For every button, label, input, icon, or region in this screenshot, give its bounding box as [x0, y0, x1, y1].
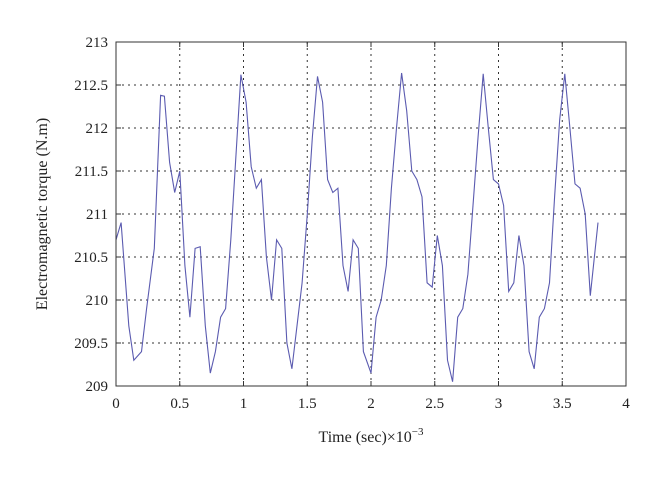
x-tick-label: 1	[240, 396, 248, 412]
x-axis-label: Time (sec)×10−3	[318, 426, 424, 446]
y-tick-label: 212	[86, 121, 109, 137]
y-tick-label: 212.5	[74, 78, 108, 94]
x-tick-label: 3.5	[553, 396, 572, 412]
y-tick-label: 210	[86, 293, 109, 309]
grid-layer	[116, 42, 626, 386]
torque-series-line	[115, 72, 599, 382]
series-layer	[115, 72, 599, 382]
x-tick-label: 3	[495, 396, 503, 412]
x-tick-label: 0.5	[170, 396, 189, 412]
tick-layer	[115, 41, 627, 387]
tick-label-layer: 0 0.5 1 1.5 2 2.5 3 3.5 4 209 209.5 210 210.5 211 211.…	[74, 35, 630, 412]
y-tick-label: 209.5	[74, 336, 108, 352]
y-tick-label: 213	[86, 35, 109, 51]
x-tick-label: 1.5	[298, 396, 317, 412]
x-tick-label: 0	[112, 396, 120, 412]
y-tick-label: 210.5	[74, 250, 108, 266]
x-tick-label: 2	[367, 396, 375, 412]
y-tick-label: 211	[86, 207, 108, 223]
x-tick-label: 4	[622, 396, 630, 412]
x-tick-label: 2.5	[425, 396, 444, 412]
y-tick-label: 209	[86, 379, 109, 395]
y-tick-label: 211.5	[75, 164, 108, 180]
y-axis-label: Electromagnetic torque (N.m)	[34, 118, 51, 310]
